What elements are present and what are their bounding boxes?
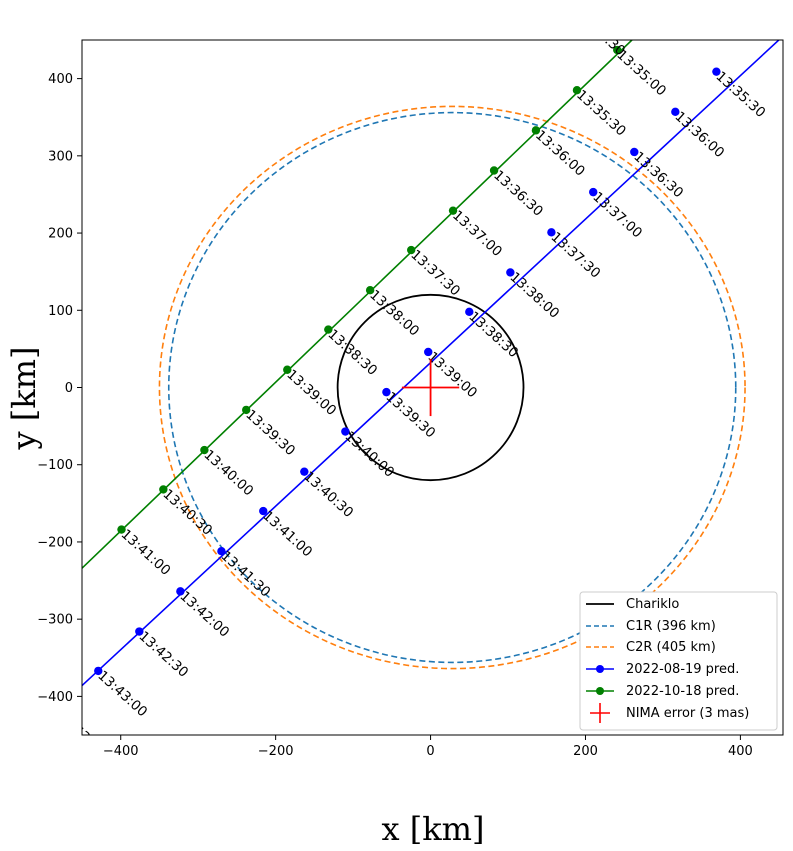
y-tick-label: −400 xyxy=(37,690,73,705)
series-2-point xyxy=(117,525,126,534)
series-2-point xyxy=(448,206,458,215)
series-1-point xyxy=(424,347,433,357)
series-2-point xyxy=(531,126,541,135)
x-axis-label: x [km] xyxy=(382,810,485,848)
series-1-point xyxy=(547,228,556,237)
series-2-point xyxy=(242,405,251,415)
y-tick-label: −300 xyxy=(37,613,73,628)
series-1-point xyxy=(630,147,639,157)
legend-aug-marker xyxy=(596,665,604,673)
ring-ellipse-2 xyxy=(158,105,746,670)
legend-nima-label: NIMA error (3 mas) xyxy=(626,706,749,721)
series-2-point xyxy=(200,445,209,455)
series-1-point xyxy=(135,627,144,636)
series-1-point xyxy=(217,547,226,556)
series-1-point xyxy=(341,427,350,436)
series-1-point xyxy=(671,107,680,117)
y-tick-label: −200 xyxy=(37,535,73,550)
series-2-point xyxy=(365,286,375,295)
series-2-point xyxy=(283,365,292,374)
series-2-point xyxy=(572,85,582,95)
legend-oct-label: 2022-10-18 pred. xyxy=(626,684,739,699)
legend-oct-marker xyxy=(596,687,604,695)
x-tick-label: 0 xyxy=(426,744,434,759)
legend-aug-label: 2022-08-19 pred. xyxy=(626,662,739,677)
series-1-point xyxy=(94,666,103,676)
series-2-point xyxy=(613,45,622,55)
series-1-point xyxy=(712,67,721,76)
series-1-point xyxy=(176,587,185,596)
legend-c2r-label: C2R (405 km) xyxy=(626,640,716,655)
x-tick-label: −200 xyxy=(258,744,294,759)
y-axis-label: y [km] xyxy=(5,347,43,451)
y-tick-label: 300 xyxy=(48,149,73,164)
series-2-point xyxy=(489,166,499,175)
chariklo-circle xyxy=(336,293,525,482)
x-tick-label: −400 xyxy=(103,744,139,759)
x-tick-label: 200 xyxy=(573,744,598,759)
legend-c1r-label: C1R (396 km) xyxy=(626,619,716,634)
x-tick-label: 400 xyxy=(728,744,753,759)
series-1-point xyxy=(300,467,309,476)
series-1-point xyxy=(465,307,474,317)
y-tick-label: −100 xyxy=(37,458,73,473)
series-1-point xyxy=(382,387,391,397)
legend: Chariklo C1R (396 km) C2R (405 km) 2022-… xyxy=(579,591,778,731)
y-tick-label: 400 xyxy=(48,72,73,87)
series-line-2 xyxy=(82,40,633,569)
legend-chariklo-label: Chariklo xyxy=(626,597,679,612)
series-1-point xyxy=(589,187,598,197)
ring-ellipse-1 xyxy=(167,111,737,664)
y-tick-label: 0 xyxy=(65,381,73,396)
series-line-1 xyxy=(82,40,781,687)
y-tick-label: 100 xyxy=(48,304,73,319)
y-tick-label: 200 xyxy=(48,227,73,242)
legend-box xyxy=(579,591,778,731)
series-2-point xyxy=(159,485,168,494)
series-2-point xyxy=(324,325,333,334)
series-2-point xyxy=(406,245,416,255)
series-1-point xyxy=(259,506,268,516)
series-1-point xyxy=(506,268,515,277)
